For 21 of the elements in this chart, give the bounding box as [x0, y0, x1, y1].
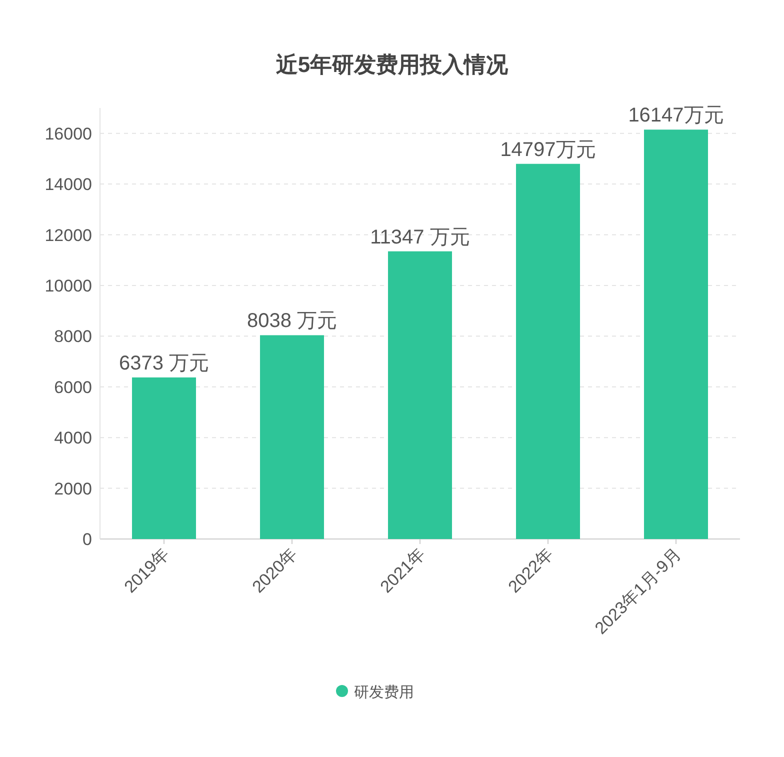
chart-title: 近5年研发费用投入情况 — [274, 52, 510, 77]
y-tick-label: 14000 — [44, 175, 92, 194]
y-tick-label: 6000 — [54, 378, 92, 397]
data-label: 8038 万元 — [246, 310, 338, 332]
y-tick-label: 12000 — [44, 226, 92, 245]
bar — [516, 164, 580, 539]
data-label: 11347 万元 — [370, 226, 470, 248]
bar — [388, 251, 452, 539]
legend-label: 研发费用 — [354, 684, 414, 701]
y-tick-label: 8000 — [54, 327, 92, 346]
y-tick-label: 16000 — [44, 124, 92, 144]
data-label: 16147万元 — [628, 104, 724, 127]
y-tick-label: 0 — [82, 530, 92, 549]
bar — [260, 335, 324, 539]
bar — [132, 377, 196, 539]
y-tick-label: 4000 — [54, 428, 92, 448]
data-label: 6373 万元 — [118, 352, 210, 374]
data-label: 14797万元 — [500, 138, 596, 161]
bar — [644, 130, 708, 539]
y-tick-label: 2000 — [54, 479, 92, 498]
y-tick-label: 10000 — [44, 276, 92, 296]
